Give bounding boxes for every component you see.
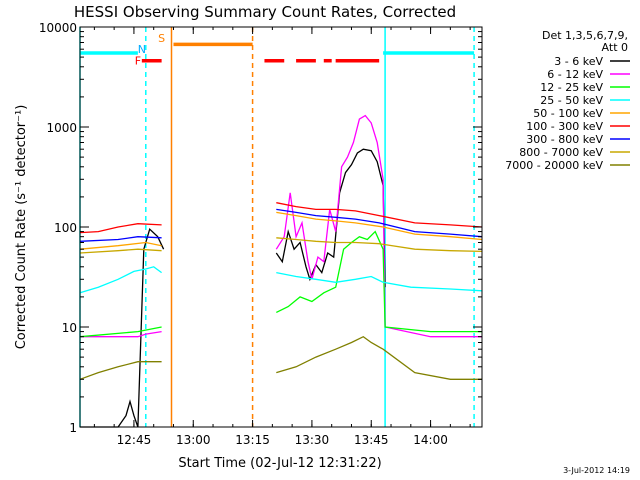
plot-area: NS F xyxy=(79,27,483,428)
y-tick-label-2: 100 xyxy=(54,221,77,235)
footer-date: 3-Jul-2012 14:19 xyxy=(563,466,630,475)
x-tick-label-1: 13:00 xyxy=(176,433,211,447)
legend-label-4: 50 - 100 keV xyxy=(533,107,603,120)
x-tick-label-4: 13:45 xyxy=(354,433,389,447)
legend-header-detectors: Det 1,3,5,6,7,9, xyxy=(542,29,628,42)
legend-label-5: 100 - 300 keV xyxy=(526,120,603,133)
chart-title: HESSI Observing Summary Count Rates, Cor… xyxy=(74,3,456,21)
legend-label-8: 7000 - 20000 keV xyxy=(505,159,603,172)
x-tick-label-3: 13:30 xyxy=(295,433,330,447)
state-label-1: S xyxy=(158,32,165,45)
x-tick-label-0: 12:45 xyxy=(117,433,152,447)
y-axis: 1 10 100 1000 10000 xyxy=(39,21,482,435)
legend-label-6: 300 - 800 keV xyxy=(526,133,603,146)
legend-label-1: 6 - 12 keV xyxy=(547,68,603,81)
y-tick-label-4: 10000 xyxy=(39,21,77,35)
x-tick-label-5: 14:00 xyxy=(413,433,448,447)
series-line-3 xyxy=(79,266,483,294)
legend-header-attenuator: Att 0 xyxy=(602,41,628,54)
series-line-5 xyxy=(79,202,483,234)
x-tick-label-2: 13:15 xyxy=(235,433,270,447)
y-tick-label-1: 10 xyxy=(62,321,77,335)
x-axis-label: Start Time (02-Jul-12 12:31:22) xyxy=(178,456,381,471)
series-line-1 xyxy=(80,114,482,338)
series-line-6 xyxy=(79,208,483,242)
state-label-2: F xyxy=(135,55,141,68)
series-line-2 xyxy=(79,230,482,338)
y-tick-label-3: 1000 xyxy=(46,121,77,135)
series-line-8 xyxy=(79,335,482,380)
legend-label-3: 25 - 50 keV xyxy=(540,94,603,107)
series-line-4 xyxy=(79,211,483,250)
series-line-0 xyxy=(80,148,386,428)
legend-label-2: 12 - 25 keV xyxy=(540,81,603,94)
x-axis: 12:45 13:00 13:15 13:30 13:45 14:00 xyxy=(93,27,471,447)
legend-label-0: 3 - 6 keV xyxy=(554,55,603,68)
legend-label-7: 800 - 7000 keV xyxy=(519,146,603,159)
y-axis-label: Corrected Count Rate (s⁻¹ detector⁻¹) xyxy=(14,105,29,350)
series-line-7 xyxy=(79,237,483,254)
y-tick-label-0: 1 xyxy=(69,421,77,435)
state-label-0: N xyxy=(138,43,146,56)
